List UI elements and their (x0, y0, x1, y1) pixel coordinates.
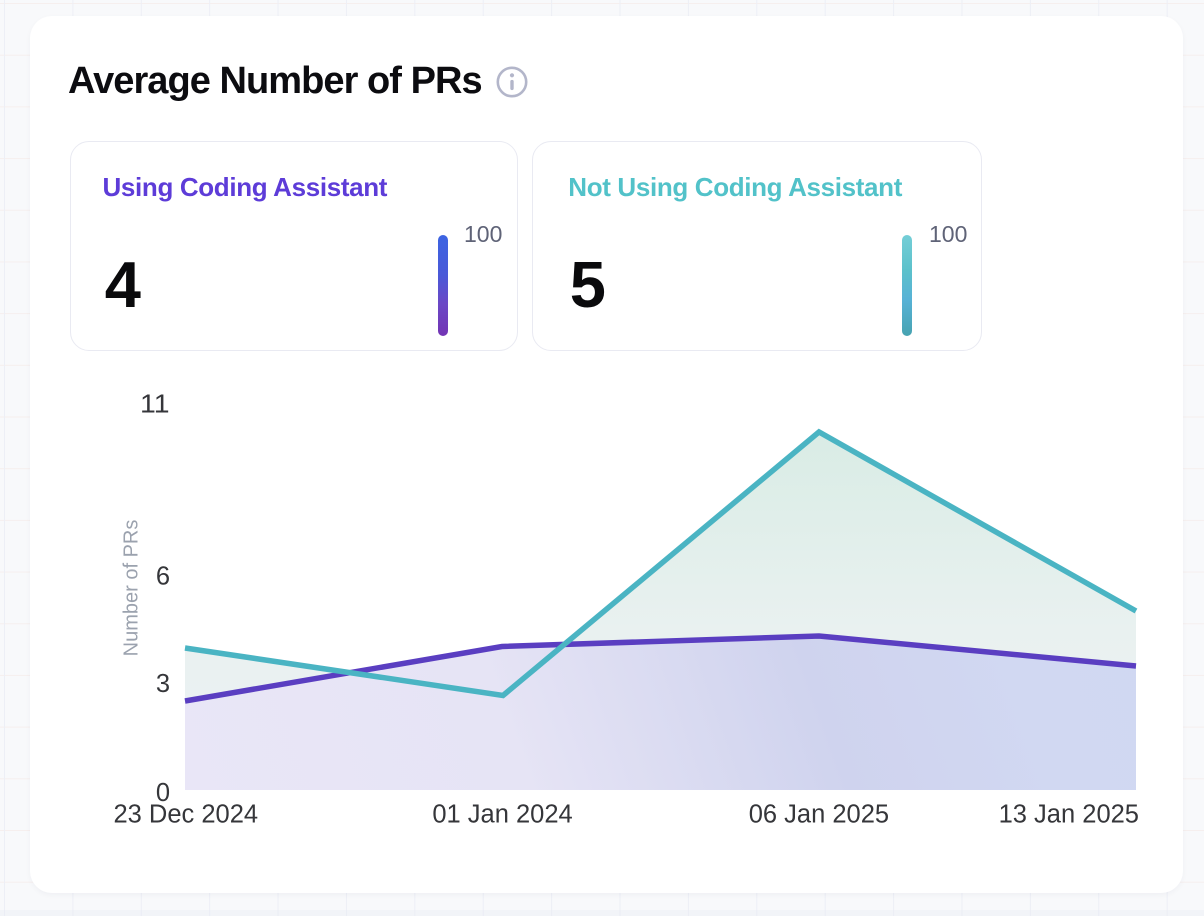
svg-text:06 Jan 2025: 06 Jan 2025 (749, 801, 889, 829)
svg-text:6: 6 (156, 562, 170, 590)
svg-text:3: 3 (156, 670, 170, 698)
svg-text:23 Dec 2024: 23 Dec 2024 (113, 801, 258, 829)
svg-text:11: 11 (140, 390, 170, 418)
svg-text:Number of PRs: Number of PRs (121, 520, 143, 657)
svg-text:01 Jan 2024: 01 Jan 2024 (432, 801, 572, 829)
svg-text:13 Jan 2025: 13 Jan 2025 (999, 801, 1139, 829)
svg-text:0: 0 (156, 779, 170, 807)
